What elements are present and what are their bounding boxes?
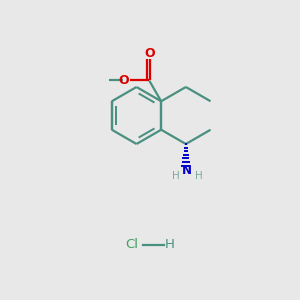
Text: Cl: Cl	[125, 238, 139, 251]
Text: H: H	[195, 171, 202, 181]
Text: O: O	[119, 74, 129, 87]
Text: O: O	[145, 47, 155, 60]
Text: H: H	[172, 171, 180, 181]
Text: H: H	[165, 238, 175, 251]
Text: N: N	[182, 164, 192, 177]
